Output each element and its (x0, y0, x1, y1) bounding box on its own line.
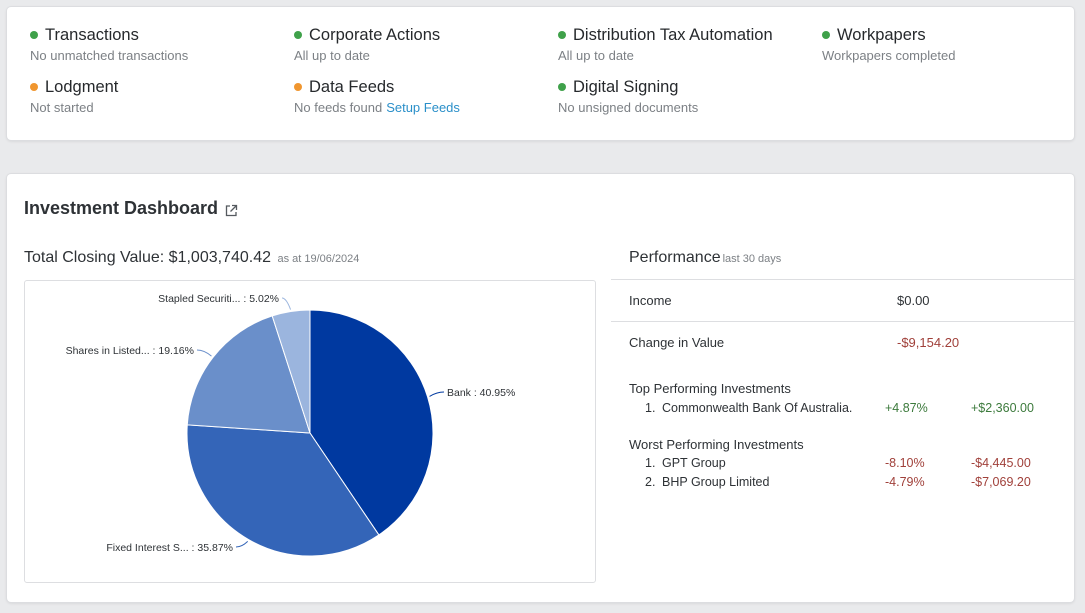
investment-amount: +$2,360.00 (971, 401, 1034, 415)
investment-name[interactable]: GPT Group (662, 456, 726, 470)
change-label: Change in Value (629, 335, 725, 350)
pie-slice[interactable] (271, 309, 311, 434)
status-title[interactable]: Corporate Actions (309, 25, 441, 44)
dashboard-title-text[interactable]: Investment Dashboard (24, 198, 219, 218)
status-title[interactable]: Lodgment (45, 77, 119, 96)
status-data-feeds[interactable]: Data Feeds No feeds found Setup Feeds (294, 77, 460, 115)
status-workpapers[interactable]: Workpapers Workpapers completed (822, 25, 955, 63)
status-title[interactable]: Workpapers (837, 25, 926, 44)
change-in-value-row: Change in Value -$9,154.20 (611, 322, 1074, 364)
investment-name[interactable]: Commonwealth Bank Of Australia. (662, 401, 853, 415)
allocation-pie-chart: Bank : 40.95% Fixed Interest S... : 35.87… (24, 280, 596, 583)
investment-dashboard-card: Investment Dashboard Total Closing Value… (7, 174, 1074, 602)
status-transactions[interactable]: Transactions No unmatched transactions (30, 25, 188, 63)
status-subtitle: Not started (30, 100, 94, 115)
pie-slice[interactable] (309, 309, 434, 536)
income-row: Income $0.00 (611, 280, 1074, 322)
investment-amount: -$4,445.00 (971, 456, 1031, 470)
status-title[interactable]: Data Feeds (309, 77, 395, 96)
status-subtitle: Workpapers completed (822, 48, 956, 63)
performance-title: Performance (629, 249, 721, 266)
status-lodgment[interactable]: Lodgment Not started (30, 77, 118, 115)
top-investment-row[interactable]: 1. Commonwealth Bank Of Australia. +4.87… (629, 401, 1074, 419)
pie-leader-line (281, 297, 292, 310)
status-title[interactable]: Digital Signing (573, 77, 679, 96)
status-summary-card: Transactions No unmatched transactions C… (7, 7, 1074, 140)
pie-slice-label: Stapled Securiti... : 5.02% (158, 293, 279, 305)
status-subtitle-text: No feeds found (294, 100, 383, 115)
status-subtitle: All up to date (558, 48, 634, 63)
worst-investment-row[interactable]: 2. BHP Group Limited -4.79% -$7,069.20 (629, 475, 1074, 493)
status-dot-icon (558, 83, 566, 91)
pie-slice-label: Bank : 40.95% (447, 387, 515, 399)
pie-slice[interactable] (186, 315, 311, 434)
dashboard-title[interactable]: Investment Dashboard (24, 198, 238, 219)
status-dot-icon (294, 83, 302, 91)
status-subtitle: No unsigned documents (558, 100, 699, 115)
status-corporate-actions[interactable]: Corporate Actions All up to date (294, 25, 440, 63)
total-closing-value: Total Closing Value: $1,003,740.42 as at… (24, 249, 359, 267)
status-dot-icon (30, 83, 38, 91)
investment-percent: -4.79% (885, 475, 925, 489)
investment-amount: -$7,069.20 (971, 475, 1031, 489)
status-digital-signing[interactable]: Digital Signing No unsigned documents (558, 77, 698, 115)
pie-leader-line (429, 391, 445, 397)
status-dot-icon (30, 31, 38, 39)
status-dot-icon (558, 31, 566, 39)
pie-leader-line (196, 349, 212, 357)
status-dot-icon (294, 31, 302, 39)
rank-number: 2. (645, 475, 656, 489)
status-title[interactable]: Transactions (45, 25, 139, 44)
pie-leader-line (235, 541, 249, 548)
pie-slice[interactable] (186, 424, 380, 557)
rank-number: 1. (645, 456, 656, 470)
performance-header: Performance last 30 days (611, 248, 1074, 280)
status-dot-icon (822, 31, 830, 39)
top-performing-title: Top Performing Investments (629, 381, 791, 396)
closing-value-date: as at 19/06/2024 (277, 253, 360, 265)
pie-slice-label: Fixed Interest S... : 35.87% (106, 542, 233, 554)
income-label: Income (629, 293, 672, 308)
performance-period: last 30 days (722, 253, 782, 265)
closing-value-text: Total Closing Value: $1,003,740.42 (24, 249, 271, 266)
status-subtitle: All up to date (294, 48, 370, 63)
worst-investment-row[interactable]: 1. GPT Group -8.10% -$4,445.00 (629, 456, 1074, 474)
status-distribution-tax-automation[interactable]: Distribution Tax Automation All up to da… (558, 25, 773, 63)
status-subtitle: No feeds found Setup Feeds (294, 100, 460, 115)
investment-percent: +4.87% (885, 401, 928, 415)
income-value: $0.00 (897, 293, 930, 308)
pie-chart-svg: Bank : 40.95% Fixed Interest S... : 35.87… (66, 293, 515, 557)
pie-slice-label: Shares in Listed... : 19.16% (66, 345, 194, 357)
investment-name[interactable]: BHP Group Limited (662, 475, 770, 489)
investment-percent: -8.10% (885, 456, 925, 470)
worst-performing-title: Worst Performing Investments (629, 437, 804, 452)
status-title[interactable]: Distribution Tax Automation (573, 25, 773, 44)
status-subtitle: No unmatched transactions (30, 48, 189, 63)
external-link-icon[interactable] (224, 202, 238, 216)
change-value: -$9,154.20 (897, 335, 960, 350)
setup-feeds-link[interactable]: Setup Feeds (386, 100, 460, 115)
rank-number: 1. (645, 401, 656, 415)
